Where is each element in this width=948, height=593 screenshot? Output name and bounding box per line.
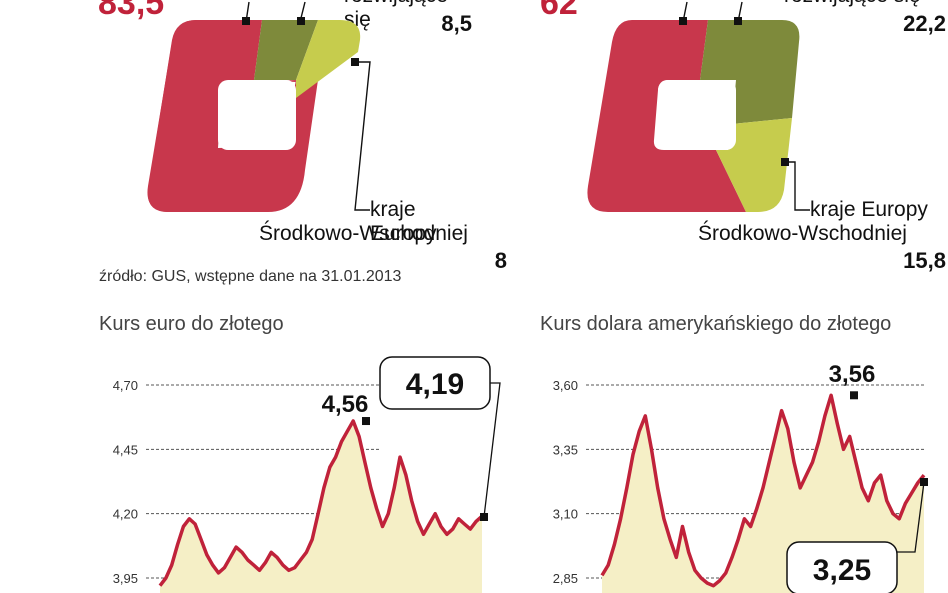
y-tick-label: 3,35 <box>553 442 578 457</box>
series-line <box>600 393 926 588</box>
annotation-marker <box>362 417 370 426</box>
left-pie-ring <box>147 20 318 212</box>
annotation-leader <box>483 382 501 518</box>
right-pie-main-segment <box>587 20 746 212</box>
y-tick-label: 3,95 <box>113 571 138 586</box>
left-big-value: 83,5 <box>98 0 165 22</box>
right-value: 15,8 <box>903 248 946 273</box>
y-tick-label: 4,70 <box>113 378 138 393</box>
y-tick-label: 4,45 <box>113 442 138 457</box>
chart-title-dollar: Kurs dolara amerykańskiego do złotego <box>540 313 892 335</box>
left-panel: 83,5 rozwijające się 8,5 kraje Europy Śr… <box>98 0 507 335</box>
right-top-value: 22,2 <box>903 11 946 36</box>
annotation-marker <box>920 478 928 486</box>
source-note: źródło: GUS, wstępne dane na 31.01.2013 <box>99 268 402 285</box>
series-line <box>158 419 484 587</box>
right-pie-hole <box>658 80 736 150</box>
left-pie-lime-segment <box>296 20 361 98</box>
right-panel: 62 rozwijające się 22,2 kraje Europy Śro… <box>474 0 948 593</box>
annotation-label: 3,25 <box>813 554 871 587</box>
left-pie-olive-segment <box>254 20 318 80</box>
right-top-label: rozwijające się <box>784 0 921 8</box>
annotation-marker <box>480 513 488 521</box>
right-big-value: 62 <box>540 0 578 22</box>
right-label-line1: kraje Europy <box>810 198 928 221</box>
left-top-value: 8,5 <box>441 11 472 36</box>
left-value: 8 <box>494 248 507 273</box>
right-pie <box>587 1 810 212</box>
left-pie <box>147 1 371 212</box>
right-label-line2: Środkowo-Wschodniej <box>698 222 907 245</box>
annotation-label: 3,56 <box>829 361 876 388</box>
chart-title-euro: Kurs euro do złotego <box>99 313 284 335</box>
annotation-marker <box>850 391 858 400</box>
annotation-label: 4,56 <box>322 391 369 418</box>
right-pie-olive-segment <box>700 20 800 124</box>
y-tick-label: 3,60 <box>553 378 578 393</box>
y-tick-label: 3,10 <box>553 507 578 522</box>
y-tick-label: 4,20 <box>113 507 138 522</box>
annotation-box <box>786 541 898 593</box>
left-label-line2: Środkowo-Wschodniej <box>259 222 468 245</box>
annotation-label: 4,19 <box>406 368 464 401</box>
left-pie-hole <box>218 80 296 150</box>
y-tick-label: 2,85 <box>553 571 578 586</box>
annotation-leader <box>897 481 925 553</box>
left-label-line1: kraje Europy <box>370 198 437 245</box>
